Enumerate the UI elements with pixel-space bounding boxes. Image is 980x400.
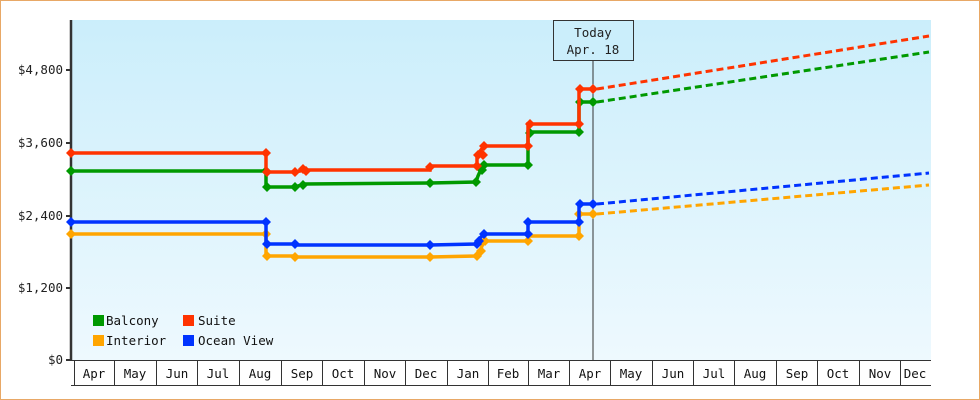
legend: Balcony Suite Interior Ocean View <box>93 313 274 348</box>
x-label-jul-2: Jul <box>703 366 726 381</box>
x-label-sep-2: Sep <box>786 366 809 381</box>
interior-projection <box>596 183 930 216</box>
y-label-2400: $2,400 <box>18 208 63 223</box>
legend-label: Ocean View <box>198 333 274 348</box>
x-label-oct: Oct <box>332 366 355 381</box>
today-marker: Today Apr. 18 <box>553 20 634 61</box>
x-label-apr-2: Apr <box>579 366 602 381</box>
y-label-1200: $1,200 <box>18 280 63 295</box>
y-ticks <box>66 69 71 361</box>
x-label-nov-2: Nov <box>869 366 892 381</box>
plot-area <box>72 20 931 360</box>
x-label-nov: Nov <box>374 366 397 381</box>
x-label-sep: Sep <box>291 366 314 381</box>
legend-item-ocean-view[interactable]: Ocean View <box>183 333 274 348</box>
interior-swatch-icon <box>93 335 104 346</box>
balcony-projection <box>596 50 930 104</box>
today-label: Today <box>574 25 612 40</box>
x-label-aug: Aug <box>249 366 272 381</box>
balcony-swatch-icon <box>93 315 104 326</box>
y-label-4800: $4,800 <box>18 62 63 77</box>
y-label-0: $0 <box>48 352 63 367</box>
x-label-jan: Jan <box>457 366 480 381</box>
x-label-may-2: May <box>620 366 643 381</box>
series-ocean-view <box>66 199 598 250</box>
x-label-dec-2: Dec <box>904 366 927 381</box>
x-axis <box>71 360 931 386</box>
legend-label: Balcony <box>106 313 159 328</box>
ocean-view-projection <box>596 171 930 206</box>
x-label-jun: Jun <box>166 366 189 381</box>
legend-item-balcony[interactable]: Balcony <box>93 313 159 328</box>
x-label-jun-2: Jun <box>662 366 685 381</box>
x-label-feb: Feb <box>497 366 520 381</box>
legend-label: Suite <box>198 313 236 328</box>
x-label-jul: Jul <box>207 366 230 381</box>
x-label-dec: Dec <box>415 366 438 381</box>
legend-item-interior[interactable]: Interior <box>93 333 167 348</box>
legend-item-suite[interactable]: Suite <box>183 313 236 328</box>
y-tick-labels: $4,800 $3,600 $2,400 $1,200 $0 <box>18 62 63 367</box>
x-tick-labels: Apr May Jun Jul Aug Sep Oct Nov Dec Jan … <box>83 366 927 381</box>
today-date: Apr. 18 <box>567 42 620 57</box>
suite-projection <box>596 34 930 91</box>
series-suite <box>66 84 598 177</box>
x-label-aug-2: Aug <box>744 366 767 381</box>
legend-label: Interior <box>106 333 167 348</box>
series-interior <box>66 209 598 262</box>
suite-swatch-icon <box>183 315 194 326</box>
y-label-3600: $3,600 <box>18 135 63 150</box>
x-label-mar: Mar <box>538 366 561 381</box>
ocean-view-swatch-icon <box>183 335 194 346</box>
x-label-may: May <box>124 366 147 381</box>
x-label-oct-2: Oct <box>827 366 850 381</box>
x-label-apr: Apr <box>83 366 106 381</box>
projections <box>596 34 930 216</box>
